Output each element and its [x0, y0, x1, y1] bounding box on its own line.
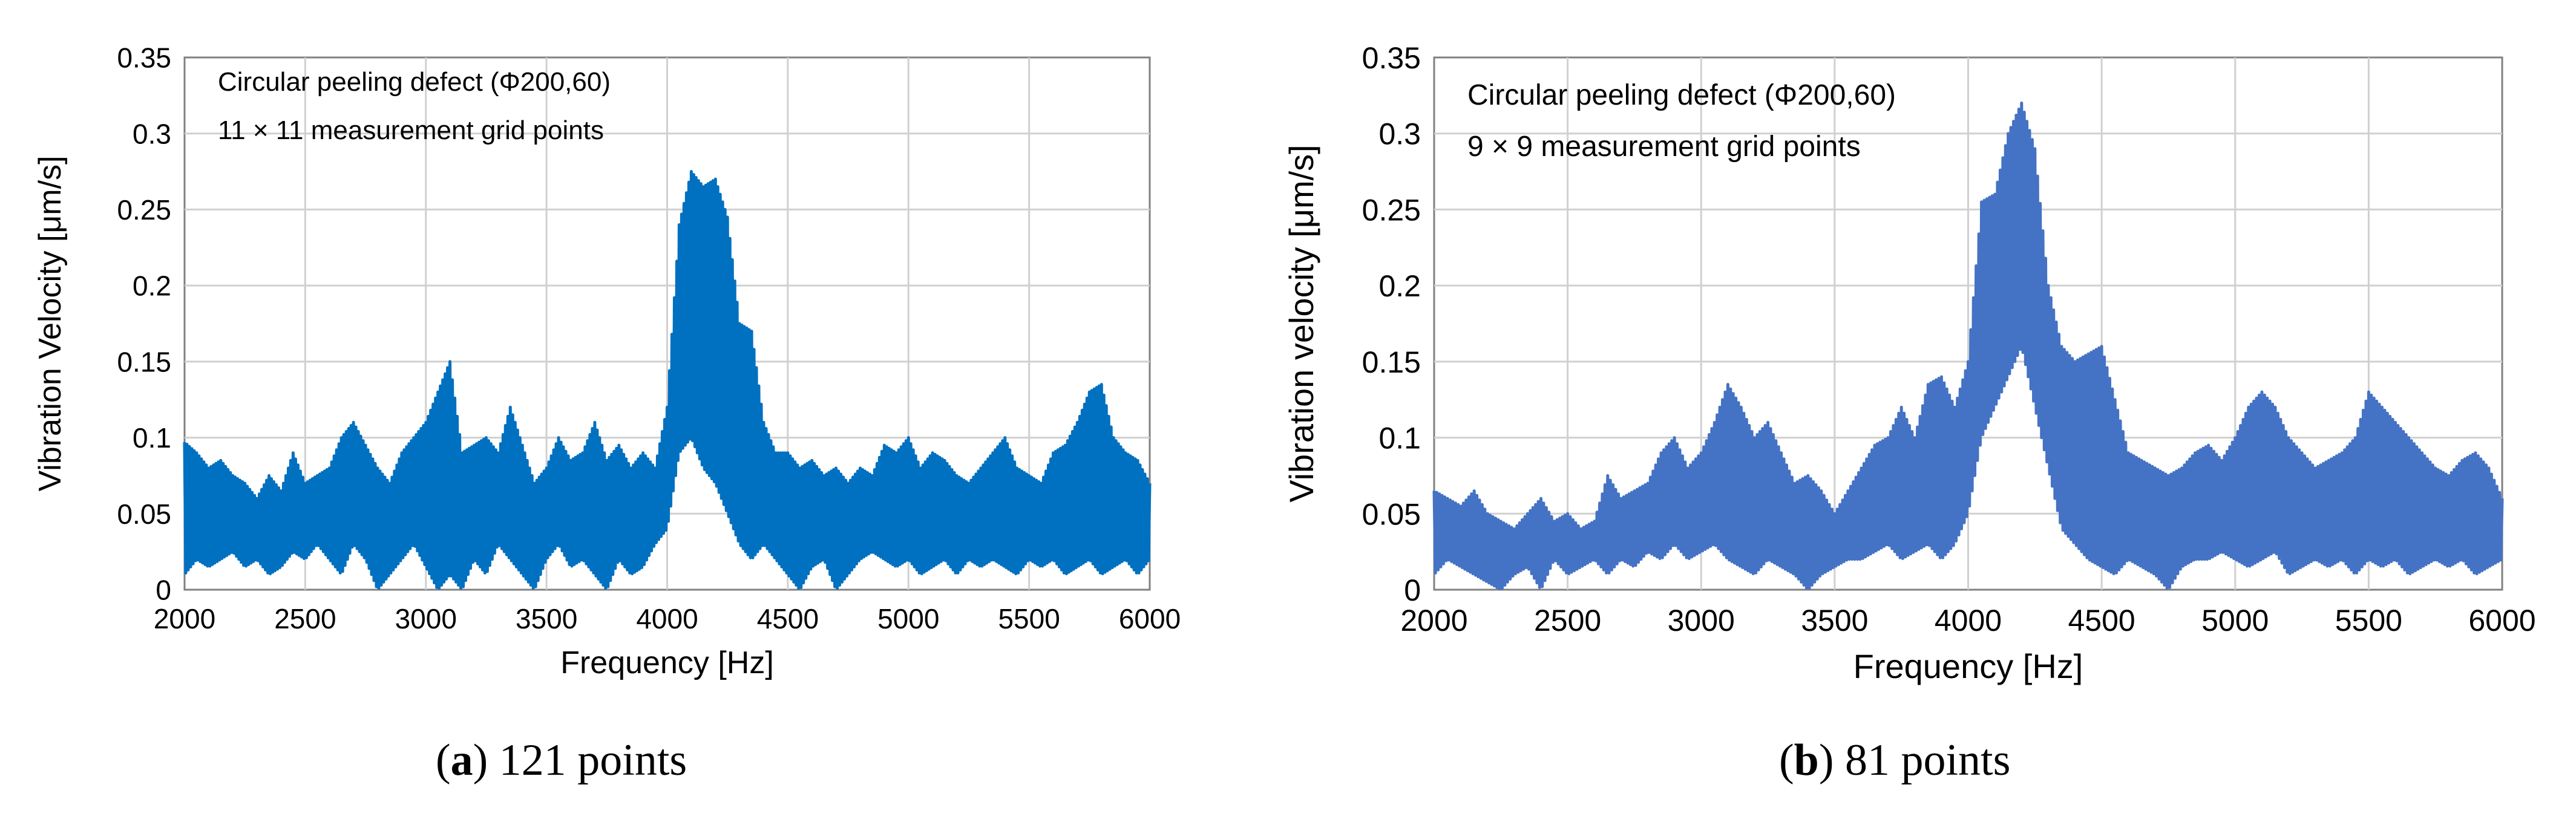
- y-tick-label-b: 0.1: [1378, 422, 1421, 455]
- x-tick-label-a: 5500: [998, 603, 1060, 634]
- annotation-b-2: 9 × 9 measurement grid points: [1467, 131, 1861, 163]
- caption-a-open: (: [436, 735, 451, 785]
- y-tick-label-b: 0.05: [1362, 497, 1421, 531]
- y-tick-label-a: 0.2: [133, 270, 171, 302]
- y-axis-title-b: Vibration velocity [μm/s]: [1282, 145, 1320, 502]
- y-tick-label-b: 0.25: [1362, 193, 1421, 227]
- chart-panel-b: 2000 2500 3000 3500 4000 4500 5000 5500 6000 0 0.0…: [1253, 0, 2576, 825]
- x-tick-label-b: 3000: [1668, 604, 1735, 637]
- x-tick-label-a: 3000: [395, 603, 457, 634]
- x-tick-label-b: 4500: [2068, 604, 2135, 637]
- x-tick-label-a: 6000: [1119, 603, 1181, 634]
- x-tick-label-a: 4000: [636, 603, 698, 634]
- x-tick-label-a: 2000: [154, 603, 215, 634]
- y-axis-title-a: Vibration Velocity [μm/s]: [33, 155, 68, 491]
- x-tick-label-b: 3500: [1801, 604, 1868, 637]
- series-line-b: [1432, 101, 2504, 591]
- caption-b-letter: b: [1794, 735, 1819, 785]
- x-tick-label-a: 5000: [877, 603, 939, 634]
- y-tick-label-b: 0: [1404, 573, 1421, 607]
- vibration-chart-b: 2000 2500 3000 3500 4000 4500 5000 5500 6000 0 0.0…: [1282, 41, 2536, 685]
- x-tick-label-b: 4000: [1935, 604, 2002, 637]
- x-tick-label-b: 5000: [2201, 604, 2269, 637]
- x-tick-label-a: 3500: [516, 603, 577, 634]
- y-tick-label-a: 0: [156, 575, 171, 606]
- y-tick-label-b: 0.2: [1378, 269, 1421, 303]
- caption-b-text: ) 81 points: [1818, 735, 2011, 785]
- caption-b: (b) 81 points: [1779, 735, 2010, 786]
- y-tick-label-a: 0.1: [133, 422, 171, 454]
- annotation-a-2: 11 × 11 measurement grid points: [218, 116, 604, 145]
- caption-a-letter: a: [450, 735, 473, 785]
- y-tick-label-a: 0.35: [117, 42, 171, 74]
- y-tick-label-a: 0.3: [133, 118, 171, 149]
- caption-a: (a) 121 points: [436, 735, 687, 786]
- annotation-a-1: Circular peeling defect (Φ200,60): [218, 67, 611, 97]
- x-tick-label-b: 6000: [2468, 604, 2535, 637]
- vibration-chart-a: 2000 2500 3000 3500 4000 4500 5000 5500 6000 0 0.0…: [33, 42, 1181, 680]
- y-tick-label-a: 0.15: [117, 346, 171, 377]
- x-tick-label-b: 2000: [1400, 604, 1467, 637]
- x-tick-label-b: 2500: [1534, 604, 1601, 637]
- x-tick-label-b: 5500: [2335, 604, 2402, 637]
- x-tick-label-a: 2500: [274, 603, 336, 634]
- x-tick-label-a: 4500: [757, 603, 819, 634]
- x-axis-title-a: Frequency [Hz]: [560, 645, 774, 680]
- caption-b-open: (: [1779, 735, 1794, 785]
- annotation-b-1: Circular peeling defect (Φ200,60): [1467, 79, 1896, 111]
- caption-a-text: ) 121 points: [473, 735, 687, 785]
- y-tick-label-b: 0.35: [1362, 41, 1421, 75]
- y-tick-label-b: 0.15: [1362, 345, 1421, 379]
- series-line-a: [183, 170, 1152, 590]
- y-tick-label-b: 0.3: [1378, 117, 1421, 151]
- y-tick-label-a: 0.25: [117, 194, 171, 226]
- y-tick-label-a: 0.05: [117, 498, 171, 530]
- x-axis-title-b: Frequency [Hz]: [1853, 647, 2083, 685]
- chart-panel-a: 2000 2500 3000 3500 4000 4500 5000 5500 6000 0 0.0…: [0, 0, 1222, 825]
